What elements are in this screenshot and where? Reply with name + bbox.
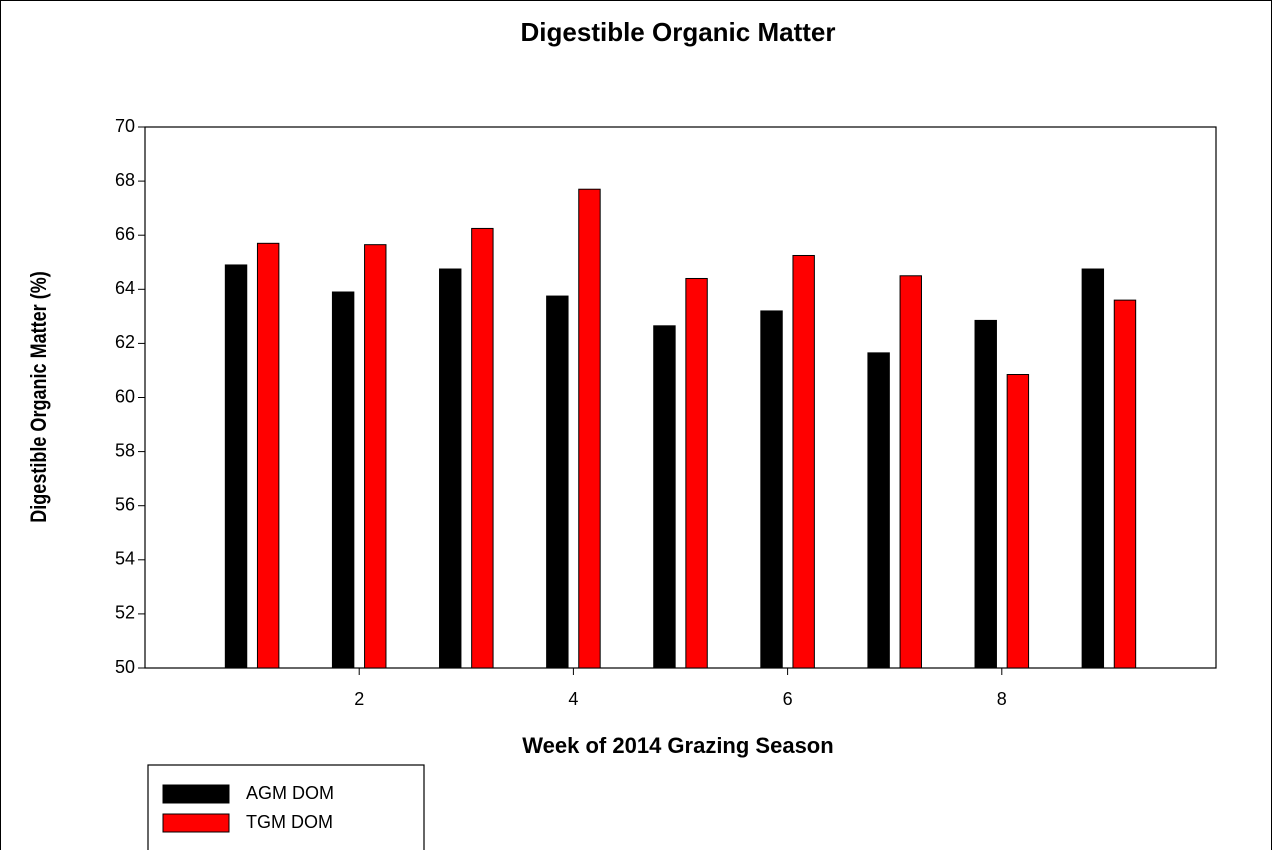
- y-tick-label: 60: [115, 386, 135, 406]
- y-tick-label: 70: [115, 116, 135, 136]
- bar: [546, 295, 569, 669]
- x-tick-label: 2: [354, 689, 364, 709]
- bar: [899, 275, 922, 669]
- y-tick-label: 62: [115, 332, 135, 352]
- bar: [867, 352, 890, 669]
- bar: [760, 310, 783, 669]
- chart-title: Digestible Organic Matter: [521, 17, 836, 47]
- y-axis-title: Digestible Organic Matter (%): [27, 271, 51, 523]
- bar: [256, 242, 280, 669]
- bar: [792, 254, 815, 669]
- y-tick-label: 54: [115, 549, 135, 569]
- plot-frame: [144, 126, 1217, 669]
- x-tick-label: 4: [568, 689, 578, 709]
- y-tick-label: 50: [115, 657, 135, 677]
- y-tick-label: 66: [115, 224, 135, 244]
- y-tick-label: 68: [115, 170, 135, 190]
- legend-label: AGM DOM: [246, 783, 334, 803]
- bar: [439, 268, 462, 669]
- bar: [1113, 299, 1137, 669]
- legend-box: [147, 764, 425, 850]
- bar: [1006, 374, 1030, 669]
- x-tick-label: 6: [783, 689, 793, 709]
- bar: [364, 244, 387, 669]
- y-tick-label: 56: [115, 494, 135, 514]
- bar: [685, 277, 708, 669]
- bar: [1081, 268, 1105, 669]
- bar: [471, 227, 494, 669]
- x-axis-title: Week of 2014 Grazing Season: [522, 733, 833, 758]
- x-tick-label: 8: [997, 689, 1007, 709]
- bar: [974, 319, 997, 669]
- y-tick-label: 58: [115, 440, 135, 460]
- legend-label: TGM DOM: [246, 812, 333, 832]
- bar: [653, 325, 676, 669]
- y-tick-label: 52: [115, 603, 135, 623]
- bar: [578, 188, 601, 669]
- legend-swatch: [162, 813, 230, 833]
- legend-swatch: [162, 784, 230, 804]
- bar: [224, 264, 248, 669]
- y-tick-label: 64: [115, 278, 135, 298]
- bar: [331, 291, 355, 669]
